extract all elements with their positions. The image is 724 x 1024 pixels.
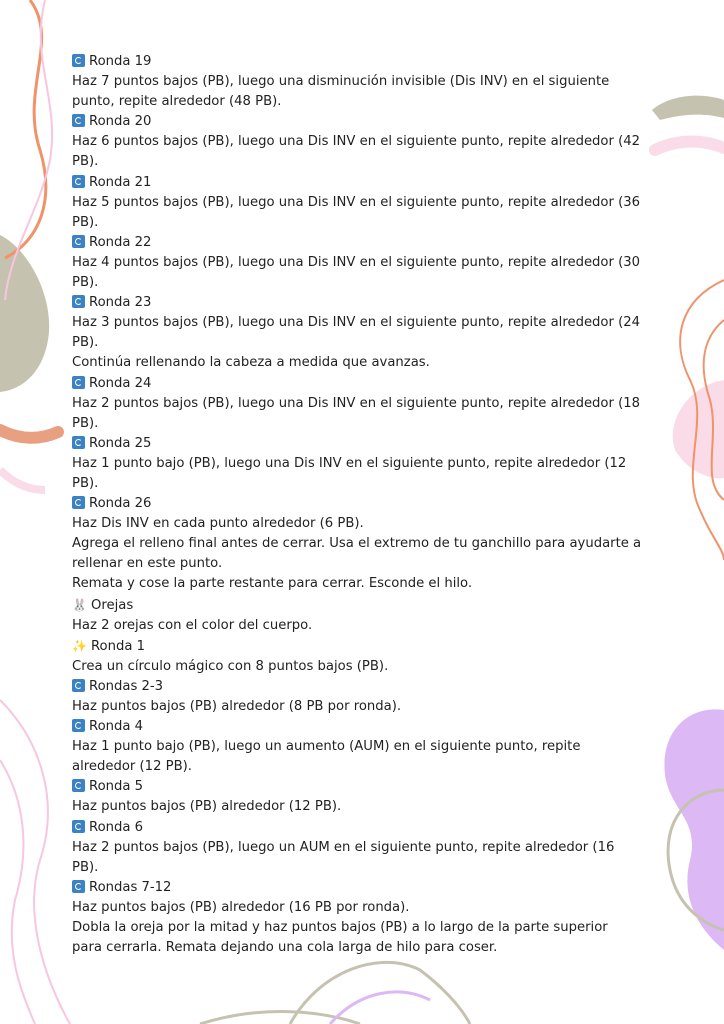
section-heading: Ronda 5	[72, 777, 672, 797]
cycle-icon	[72, 54, 85, 67]
instruction-text: Crea un círculo mágico con 8 puntos bajo…	[72, 657, 672, 677]
cycle-icon	[72, 819, 85, 833]
cycle-icon	[72, 114, 85, 128]
instruction-text: Haz 6 puntos bajos (PB), luego una Dis I…	[72, 132, 672, 172]
section-heading: Ronda 21	[72, 173, 672, 193]
instruction-text: Haz puntos bajos (PB) alrededor (16 PB p…	[72, 898, 672, 918]
text: Haz 1 punto bajo (PB), luego una Dis INV…	[72, 455, 627, 491]
text: Haz 5 puntos bajos (PB), luego una Dis I…	[72, 194, 641, 230]
text: Rondas 7-12	[89, 879, 172, 895]
section-heading: Ronda 22	[72, 233, 672, 253]
text: Haz puntos bajos (PB) alrededor (16 PB p…	[72, 899, 410, 915]
text: Ronda 22	[89, 234, 152, 250]
cycle-icon	[72, 295, 85, 309]
instruction-text: Haz 2 puntos bajos (PB), luego un AUM en…	[72, 838, 672, 878]
text: Haz puntos bajos (PB) alrededor (8 PB po…	[72, 699, 402, 714]
instruction-text: Haz 1 punto bajo (PB), luego una Dis INV…	[72, 454, 672, 494]
section-heading: Ronda 23	[72, 293, 672, 313]
cycle-icon	[72, 496, 85, 510]
sage-blob-left	[0, 235, 50, 392]
cycle-icon	[72, 719, 85, 733]
section-heading: Rondas 7-12	[72, 878, 672, 898]
pattern-instructions: Ronda 19 Haz 7 puntos bajos (PB), luego u…	[72, 52, 672, 958]
text: Haz 1 punto bajo (PB), luego un aumento …	[72, 739, 581, 775]
cycle-icon	[72, 174, 85, 188]
section-heading: Ronda 24	[72, 374, 672, 394]
text: Ronda 6	[89, 819, 144, 835]
text: Ronda 21	[89, 174, 152, 190]
sage-curve-bottom-right	[666, 788, 724, 932]
orange-curves-right	[679, 279, 724, 561]
instruction-text: Haz puntos bajos (PB) alrededor (12 PB).	[72, 797, 672, 817]
text: Haz 2 orejas con el color del cuerpo.	[72, 617, 313, 633]
instruction-text: Haz 4 puntos bajos (PB), luego una Dis I…	[72, 253, 672, 293]
pink-curve-top-left	[4, 0, 54, 301]
lavender-blob-bottom-right	[664, 709, 724, 950]
text: Dobla la oreja por la mitad y haz puntos…	[72, 920, 608, 956]
text: Crea un círculo mágico con 8 puntos bajo…	[72, 658, 389, 674]
instruction-text: Agrega el relleno final antes de cerrar.…	[72, 534, 672, 574]
curves-bottom-center	[199, 961, 472, 1024]
text: Ronda 19	[89, 54, 152, 69]
cycle-icon	[72, 435, 85, 449]
text: Haz 2 puntos bajos (PB), luego un AUM en…	[72, 839, 615, 875]
section-heading: Ronda 26	[72, 494, 672, 514]
text: Agrega el relleno final antes de cerrar.…	[72, 536, 642, 572]
instruction-text: Continúa rellenando la cabeza a medida q…	[72, 353, 672, 373]
salmon-stroke-left	[0, 424, 64, 444]
instruction-text: Haz 1 punto bajo (PB), luego un aumento …	[72, 737, 672, 777]
pink-blob-right	[672, 380, 724, 479]
text: Ronda 26	[89, 496, 152, 512]
pink-stroke-top-right	[649, 135, 724, 156]
instruction-text: Haz 2 puntos bajos (PB), luego una Dis I…	[72, 394, 672, 434]
pink-stroke-left	[0, 467, 46, 494]
section-heading: Ronda 20	[72, 112, 672, 132]
cycle-icon	[72, 779, 85, 793]
section-heading: Ronda 4	[72, 717, 672, 737]
pink-curves-bottom-left	[0, 699, 71, 1024]
text: Ronda 23	[89, 295, 152, 311]
instruction-text: Haz 7 puntos bajos (PB), luego una dismi…	[72, 72, 672, 112]
text: Ronda 20	[89, 114, 152, 130]
sage-stroke-top-right	[652, 95, 724, 120]
text: Ronda 5	[89, 779, 144, 795]
magic-wand-icon: ✨	[72, 638, 87, 653]
text: Ronda 4	[89, 719, 144, 735]
text: Haz 6 puntos bajos (PB), luego una Dis I…	[72, 134, 641, 170]
lavender-curve-bottom-center	[328, 990, 431, 1024]
cycle-icon	[72, 234, 85, 248]
cycle-icon	[72, 678, 85, 692]
section-heading: ✨ Ronda 1	[72, 636, 672, 657]
text: Ronda 25	[89, 435, 152, 451]
text: Haz 7 puntos bajos (PB), luego una dismi…	[72, 74, 610, 110]
section-heading: Ronda 19	[72, 52, 672, 72]
section-heading: Rondas 2-3	[72, 677, 672, 697]
text: Continúa rellenando la cabeza a medida q…	[72, 355, 430, 371]
instruction-text: Remata y cose la parte restante para cer…	[72, 574, 672, 594]
instruction-text: Haz puntos bajos (PB) alrededor (8 PB po…	[72, 697, 672, 717]
cycle-icon	[72, 375, 85, 389]
text: Haz 4 puntos bajos (PB), luego una Dis I…	[72, 254, 641, 291]
instruction-text: Haz 2 orejas con el color del cuerpo.	[72, 616, 672, 636]
text: Haz Dis INV en cada punto alrededor (6 P…	[72, 516, 364, 532]
text: Haz 3 puntos bajos (PB), luego una Dis I…	[72, 315, 641, 351]
instruction-text: Dobla la oreja por la mitad y haz puntos…	[72, 918, 672, 958]
section-heading: Ronda 25	[72, 434, 672, 454]
rabbit-icon: 🐰	[72, 597, 87, 612]
text: Ronda 1	[90, 638, 145, 654]
section-heading: 🐰 Orejas	[72, 595, 672, 616]
orange-curve-top-left	[4, 0, 48, 260]
text: Haz 2 puntos bajos (PB), luego una Dis I…	[72, 395, 641, 431]
text: Orejas	[90, 597, 134, 613]
instruction-text: Haz 5 puntos bajos (PB), luego una Dis I…	[72, 193, 672, 233]
text: Haz puntos bajos (PB) alrededor (12 PB).	[72, 799, 342, 815]
cycle-icon	[72, 879, 85, 893]
text: Remata y cose la parte restante para cer…	[72, 576, 473, 592]
section-heading: Ronda 6	[72, 818, 672, 838]
instruction-text: Haz 3 puntos bajos (PB), luego una Dis I…	[72, 313, 672, 353]
instruction-text: Haz Dis INV en cada punto alrededor (6 P…	[72, 514, 672, 534]
text: Rondas 2-3	[89, 678, 164, 694]
text: Ronda 24	[89, 375, 152, 391]
